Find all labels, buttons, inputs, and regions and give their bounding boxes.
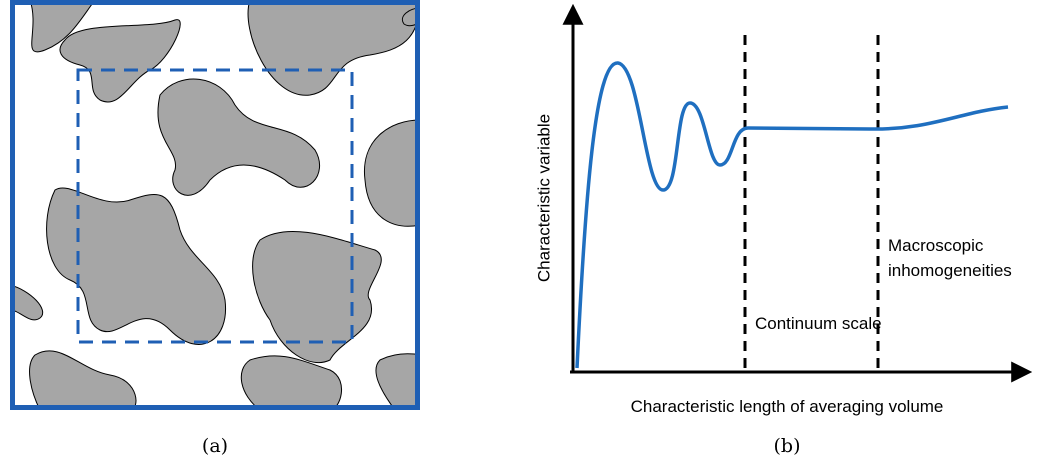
y-axis-label: Characteristic variable <box>534 114 553 282</box>
caption: (b) <box>774 435 801 457</box>
caption: (a) <box>202 435 228 457</box>
x-axis-label: Characteristic length of averaging volum… <box>631 397 944 416</box>
annotation: inhomogeneities <box>888 261 1012 280</box>
annotation: Macroscopic <box>888 236 984 255</box>
porous-medium <box>10 0 420 410</box>
curve <box>575 61 1009 369</box>
panel-b: Characteristic variable Characteristic l… <box>534 3 1033 457</box>
domain-border <box>10 0 420 410</box>
panel-a: (a) <box>10 0 420 457</box>
annotation: Continuum scale <box>755 314 882 333</box>
averaging-volume <box>76 68 354 344</box>
